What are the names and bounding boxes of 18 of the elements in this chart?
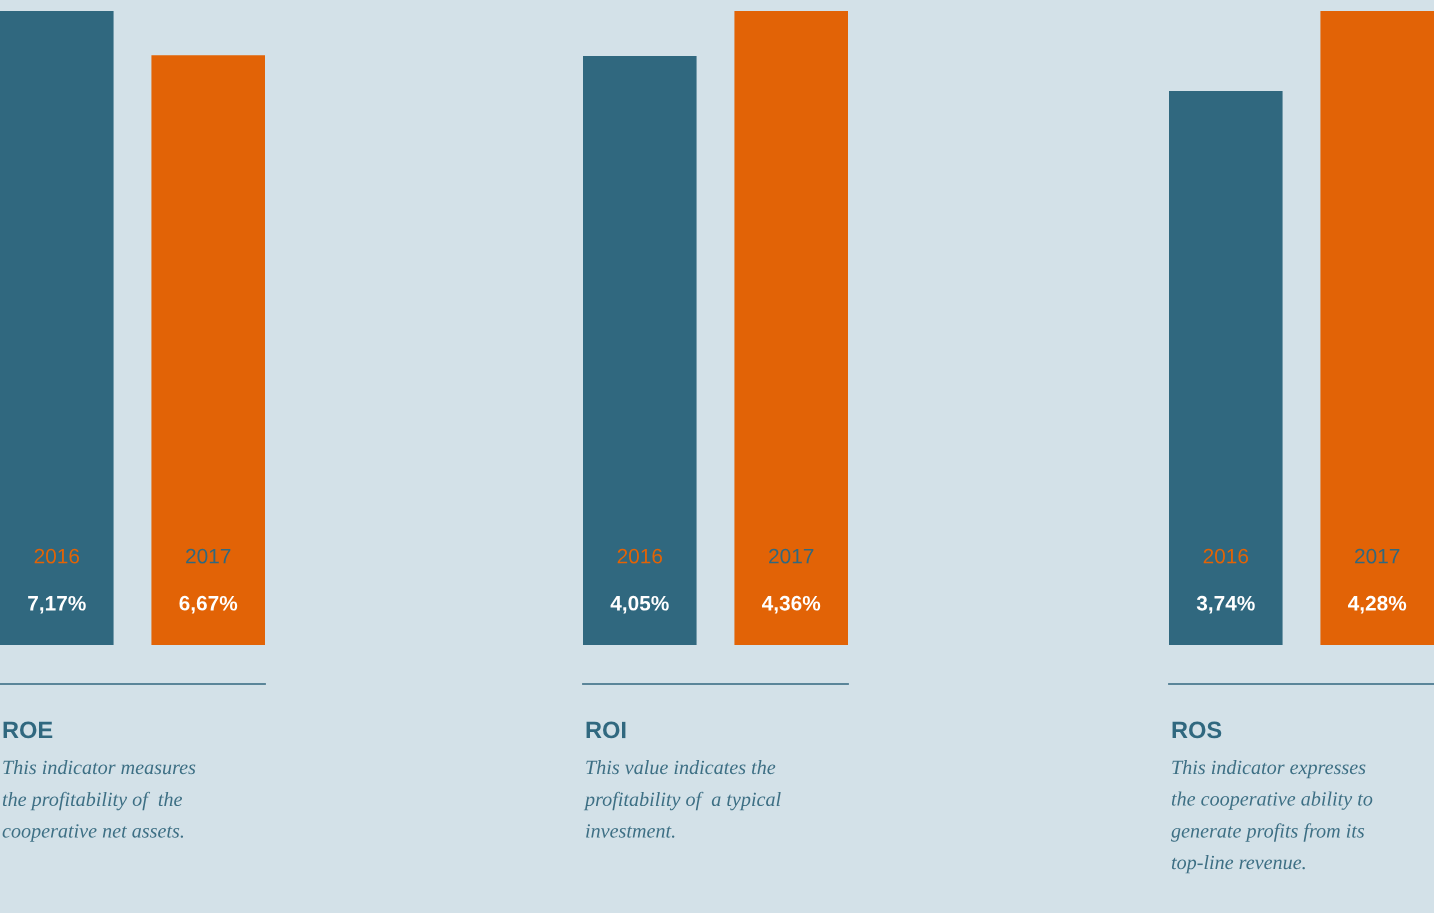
- x-tick-label: 2017: [186, 548, 231, 564]
- x-tick-label: 2016: [617, 548, 663, 564]
- text: This value indicates the profitability of a typical investment.: [583, 760, 781, 838]
- data-label: 4,36%: [762, 595, 821, 614]
- x-tick-label: 2017: [1355, 548, 1400, 564]
- text: ROS: [1172, 721, 1222, 739]
- text: ROI: [586, 721, 626, 739]
- data-label: 6,67%: [179, 595, 238, 614]
- x-tick-label: 2016: [1203, 548, 1249, 564]
- text: This indicator measures the profitability of the cooperative net assets.: [2, 760, 196, 842]
- text: ROE: [3, 721, 53, 739]
- data-label: 7,17%: [28, 595, 86, 614]
- text: This indicator expresses the cooperative ability to generate profits from its top-line revenue.: [1171, 760, 1373, 874]
- data-label: 3,74%: [1196, 595, 1255, 614]
- data-label: 4,05%: [610, 595, 669, 614]
- x-tick-label: 2016: [34, 548, 80, 564]
- x-tick-label: 2017: [769, 548, 814, 564]
- data-label: 4,28%: [1348, 595, 1407, 614]
